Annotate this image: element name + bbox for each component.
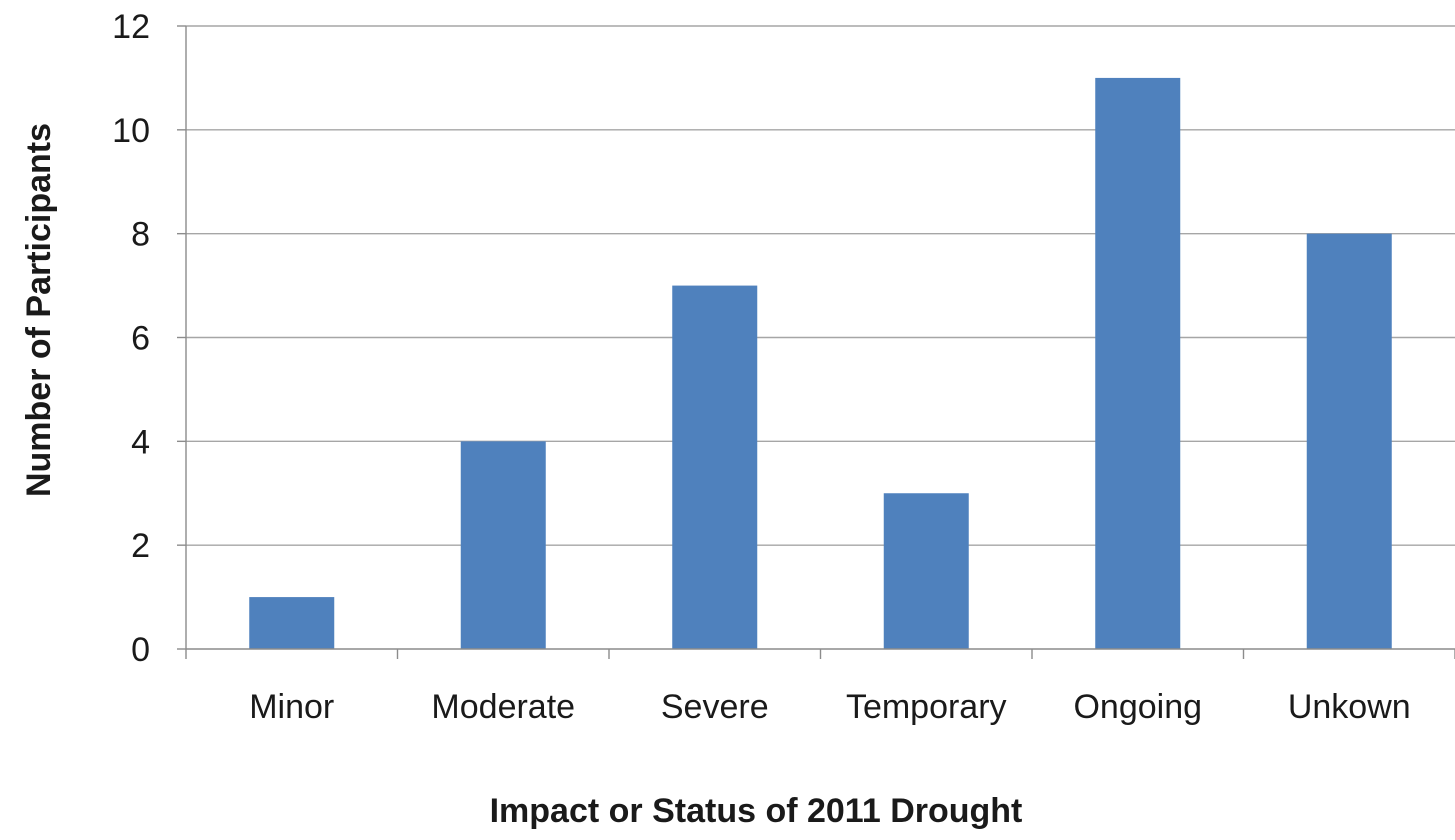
x-tick-label: Moderate (431, 688, 575, 726)
bar-unkown (1306, 233, 1392, 649)
x-tick-label: Temporary (846, 688, 1007, 726)
y-tick-label: 2 (131, 527, 150, 565)
x-tick-label: Ongoing (1073, 688, 1202, 726)
bar-severe (672, 285, 758, 649)
gridlines (186, 25, 1455, 546)
x-tick-label: Minor (249, 688, 334, 726)
y-tick-label: 8 (131, 216, 150, 254)
bars (249, 77, 1392, 649)
bar-moderate (460, 441, 546, 649)
y-axis-title: Number of Participants (20, 123, 58, 497)
axes (177, 25, 1455, 659)
y-tick-label: 10 (112, 112, 150, 150)
x-tick-label: Severe (661, 688, 769, 726)
bar-ongoing (1095, 77, 1181, 649)
x-tick-label: Unkown (1288, 688, 1411, 726)
bar-temporary (883, 493, 969, 649)
x-axis-title: Impact or Status of 2011 Drought (490, 792, 1023, 830)
y-tick-label: 12 (112, 8, 150, 46)
y-tick-label: 0 (131, 631, 150, 669)
bar-minor (249, 597, 335, 649)
tick-labels: 0 2 4 6 8 10 12 Minor Moderate Severe Temporary Ong… (112, 8, 1411, 726)
y-tick-label: 4 (131, 423, 150, 461)
y-tick-label: 6 (131, 320, 150, 358)
